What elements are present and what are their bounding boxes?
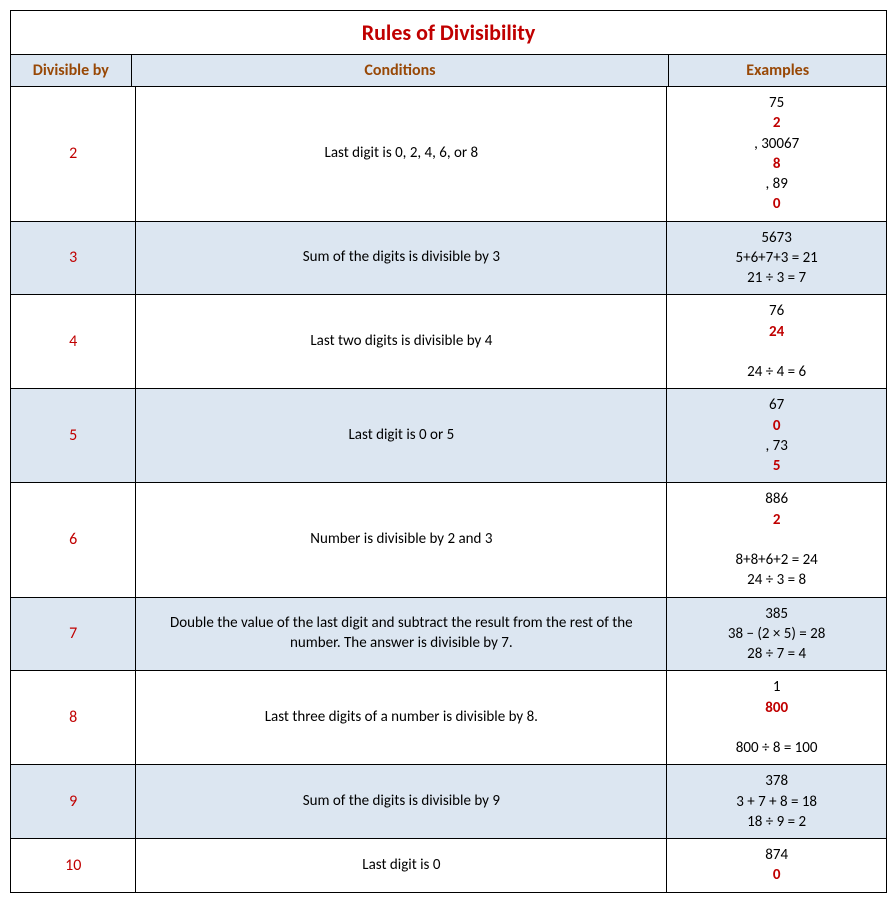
- condition-cell: Last digit is 0: [136, 839, 667, 892]
- divisibility-table: Rules of Divisibility Divisible by Condi…: [10, 10, 887, 893]
- condition-cell: Last digit is 0 or 5: [136, 389, 667, 482]
- example-cell: 88628+8+6+2 = 2424 ÷ 3 = 8: [667, 483, 886, 596]
- divisor-cell: 6: [11, 483, 136, 596]
- table-row: 2Last digit is 0, 2, 4, 6, or 8752, 3006…: [11, 87, 886, 222]
- condition-cell: Double the value of the last digit and s…: [136, 598, 667, 671]
- example-cell: 38538 − (2 × 5) = 2828 ÷ 7 = 4: [667, 598, 886, 671]
- example-cell: 1800800 ÷ 8 = 100: [667, 671, 886, 764]
- condition-cell: Last three digits of a number is divisib…: [136, 671, 667, 764]
- table-row: 6Number is divisible by 2 and 388628+8+6…: [11, 483, 886, 597]
- header-condition: Conditions: [132, 55, 670, 86]
- divisor-cell: 8: [11, 671, 136, 764]
- condition-cell: Sum of the digits is divisible by 9: [136, 765, 667, 838]
- example-cell: 3783 + 7 + 8 = 1818 ÷ 9 = 2: [667, 765, 886, 838]
- example-cell: 8740: [667, 839, 886, 892]
- table-row: 4Last two digits is divisible by 4762424…: [11, 295, 886, 389]
- example-cell: 762424 ÷ 4 = 6: [667, 295, 886, 388]
- table-body: 2Last digit is 0, 2, 4, 6, or 8752, 3006…: [11, 87, 886, 892]
- table-title: Rules of Divisibility: [11, 11, 886, 55]
- divisor-cell: 9: [11, 765, 136, 838]
- example-cell: 670, 735: [667, 389, 886, 482]
- divisor-cell: 5: [11, 389, 136, 482]
- table-header-row: Divisible by Conditions Examples: [11, 55, 886, 87]
- divisor-cell: 10: [11, 839, 136, 892]
- header-example: Examples: [669, 55, 886, 86]
- table-row: 8Last three digits of a number is divisi…: [11, 671, 886, 765]
- example-cell: 752, 300678, 890: [667, 87, 886, 221]
- table-row: 10Last digit is 08740: [11, 839, 886, 892]
- table-row: 5Last digit is 0 or 5670, 735: [11, 389, 886, 483]
- condition-cell: Sum of the digits is divisible by 3: [136, 222, 667, 295]
- example-cell: 56735+6+7+3 = 2121 ÷ 3 = 7: [667, 222, 886, 295]
- condition-cell: Last two digits is divisible by 4: [136, 295, 667, 388]
- table-row: 9Sum of the digits is divisible by 93783…: [11, 765, 886, 839]
- divisor-cell: 4: [11, 295, 136, 388]
- condition-cell: Number is divisible by 2 and 3: [136, 483, 667, 596]
- divisor-cell: 7: [11, 598, 136, 671]
- header-divisor: Divisible by: [11, 55, 132, 86]
- divisor-cell: 3: [11, 222, 136, 295]
- divisor-cell: 2: [11, 87, 136, 221]
- table-row: 7Double the value of the last digit and …: [11, 598, 886, 672]
- condition-cell: Last digit is 0, 2, 4, 6, or 8: [136, 87, 667, 221]
- table-row: 3Sum of the digits is divisible by 35673…: [11, 222, 886, 296]
